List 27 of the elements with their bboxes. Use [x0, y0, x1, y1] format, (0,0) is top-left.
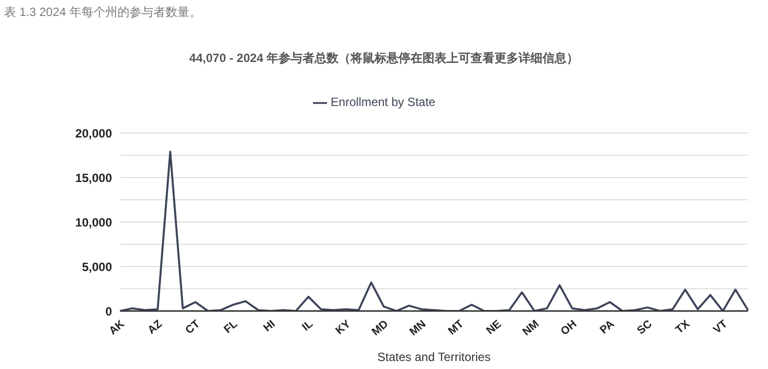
x-tick-label: FL	[222, 318, 240, 336]
y-tick-label: 15,000	[75, 170, 112, 185]
x-tick-label: NE	[484, 318, 504, 338]
x-tick-label: KY	[334, 318, 354, 338]
chart-title: 44,070 - 2024 年参与者总数（将鼠标悬停在图表上可查看更多详细信息）	[188, 50, 580, 67]
x-axis-title: States and Territories	[377, 350, 491, 364]
x-tick-label: MD	[370, 318, 391, 338]
x-tick-label: TX	[674, 318, 693, 336]
x-tick-label: SC	[635, 318, 655, 338]
x-tick-label: AZ	[146, 318, 165, 337]
line-series	[119, 150, 749, 311]
x-tick-label: NM	[520, 318, 542, 338]
x-tick-label: PA	[598, 318, 617, 337]
text: 表 1.3 2024 年每个州的参与者数量。	[4, 4, 202, 21]
y-tick-label: 10,000	[75, 215, 112, 230]
x-tick-label: AK	[107, 318, 127, 338]
y-tick-label: 20,000	[75, 126, 112, 140]
x-tick-label: IL	[300, 318, 316, 334]
y-tick-label: 5,000	[82, 260, 112, 274]
x-tick-label: MT	[446, 318, 466, 338]
y-tick-label: 0	[105, 304, 112, 318]
legend-label: Enrollment by State	[330, 95, 436, 109]
x-tick-label: OH	[558, 318, 580, 338]
x-tick-label: CT	[183, 318, 203, 337]
x-tick-label: HI	[262, 318, 278, 334]
x-tick-label: VT	[711, 318, 730, 336]
x-tick-label: MN	[408, 318, 428, 338]
